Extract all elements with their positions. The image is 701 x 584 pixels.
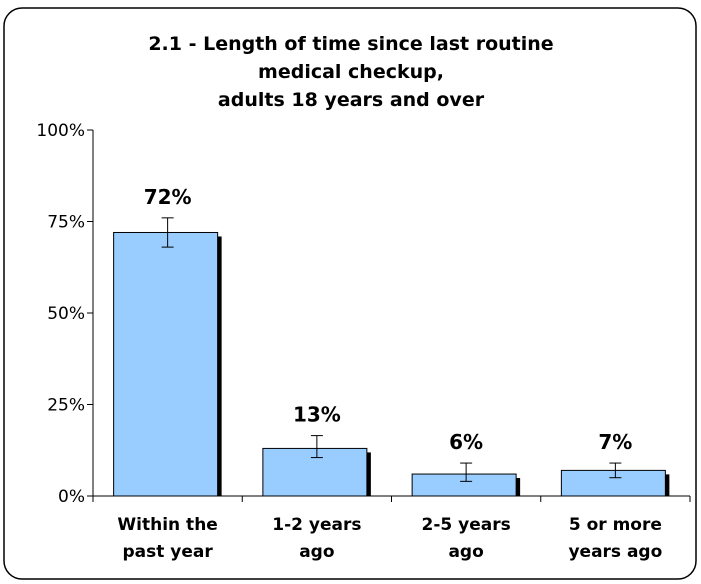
bars: 72% 13% 6% 7%: [113, 185, 670, 497]
bar-3: [411, 473, 517, 497]
y-tick-label: 100%: [36, 121, 85, 141]
category-label-4-line-1: 5 or more: [569, 515, 662, 535]
value-label-4: 7%: [598, 430, 632, 454]
category-label-1-line-2: past year: [122, 542, 213, 562]
value-label-3: 6%: [449, 430, 483, 454]
category-label-3-line-2: ago: [448, 542, 483, 562]
y-tick-label: 25%: [47, 396, 85, 416]
chart-title-line-1: 2.1 - Length of time since last routine: [148, 33, 553, 55]
chart-title-line-3: adults 18 years and over: [218, 89, 485, 111]
chart-title-line-2: medical checkup,: [258, 61, 444, 83]
y-axis: 0% 25% 50% 75% 100%: [36, 121, 94, 507]
bar-1: [113, 231, 219, 497]
error-bar-4: [609, 462, 622, 479]
value-label-1: 72%: [144, 185, 192, 209]
error-bar-1: [161, 217, 174, 248]
category-label-4-line-2: years ago: [568, 542, 662, 562]
bar-2: [262, 447, 368, 497]
error-bar-2: [310, 435, 323, 459]
category-label-1-line-1: Within the: [117, 515, 217, 535]
x-axis: Within the past year 1-2 years ago 2-5 years…: [92, 495, 691, 562]
category-label-3-line-1: 2-5 years: [422, 515, 511, 535]
category-label-2-line-1: 1-2 years: [272, 515, 361, 535]
value-label-2: 13%: [293, 403, 341, 427]
chart-title: 2.1 - Length of time since last routine m…: [148, 33, 553, 111]
y-tick-label: 75%: [47, 213, 85, 233]
y-tick-label: 0%: [58, 487, 85, 507]
category-label-2-line-2: ago: [299, 542, 334, 562]
y-tick-label: 50%: [47, 304, 85, 324]
error-bar-3: [460, 462, 473, 482]
bar-4: [560, 469, 666, 497]
